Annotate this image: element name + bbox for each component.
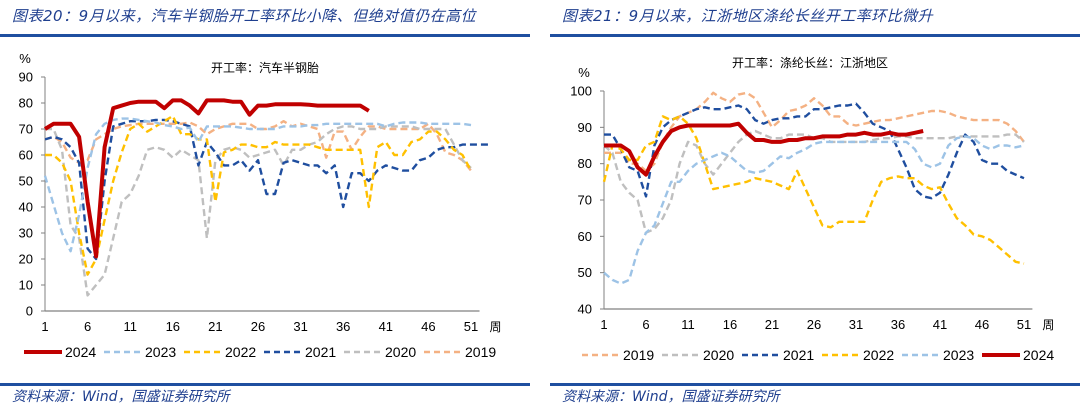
x-tick-label: 46: [975, 317, 989, 332]
legend-label: 2022: [225, 344, 256, 360]
x-tick-label: 1: [41, 319, 48, 334]
legend-label: 2024: [65, 344, 96, 360]
legend-item-2021: 2021: [264, 344, 336, 360]
x-tick-label: 26: [251, 319, 265, 334]
legend-item-2019: 2019: [582, 347, 654, 363]
x-tick-label: 21: [765, 317, 779, 332]
x-tick-label: 6: [642, 317, 649, 332]
y-tick-label: 50: [578, 265, 592, 280]
right-bottom-rule: [550, 383, 1080, 386]
x-tick-label: 31: [293, 319, 307, 334]
legend-item-2021: 2021: [742, 347, 814, 363]
right-top-rule: [550, 34, 1080, 37]
y-tick-label: 40: [578, 302, 592, 317]
legend-item-2022: 2022: [184, 344, 256, 360]
x-tick-label: 1: [600, 317, 607, 332]
series-line-2022: [45, 114, 473, 276]
y-tick-label: 0: [26, 304, 33, 319]
series-line-2023: [43, 117, 472, 253]
x-tick-label: 26: [807, 317, 821, 332]
series-line-2021: [44, 118, 488, 261]
right-chart-title: 图表21：9月以来，江浙地区涤纶长丝开工率环比微升: [562, 7, 934, 25]
legend-label: 2021: [305, 344, 336, 360]
y-tick-label: 90: [19, 70, 33, 85]
series-line-2024: [43, 98, 370, 259]
x-tick-label: 31: [849, 317, 863, 332]
y-axis-unit-label: %: [578, 65, 590, 80]
x-tick-label: 21: [208, 319, 222, 334]
y-axis-unit-label: %: [19, 51, 31, 66]
right-chart-panel: 图表21：9月以来，江浙地区涤纶长丝开工率环比微升 40 50 60 70 80 90 10…: [550, 0, 1080, 410]
legend-item-2023: 2023: [902, 347, 974, 363]
series-line-2019: [604, 91, 1025, 173]
y-tick-label: 20: [19, 252, 33, 267]
y-tick-label: 90: [578, 120, 592, 135]
x-tick-label: 16: [723, 317, 737, 332]
legend-label: 2019: [465, 344, 496, 360]
left-chart-panel: 图表20：9月以来，汽车半钢胎开工率环比小降、但绝对值仍在高位 0 10 20 30 4…: [0, 0, 530, 410]
legend-label: 2019: [623, 347, 654, 363]
chart-subtitle: 开工率：涤纶长丝：江浙地区: [732, 55, 888, 70]
legend-label: 2020: [385, 344, 416, 360]
legend-label: 2020: [703, 347, 734, 363]
x-tick-label: 36: [336, 319, 350, 334]
y-tick-label: 30: [19, 226, 33, 241]
legend-label: 2022: [863, 347, 894, 363]
x-tick-label: 11: [123, 319, 137, 334]
legend-item-2019: 2019: [424, 344, 496, 360]
series-line-2019: [44, 119, 472, 172]
y-tick-label: 60: [578, 229, 592, 244]
right-source-note: 资料来源：Wind，国盛证券研究所: [562, 389, 780, 405]
x-tick-label: 41: [933, 317, 947, 332]
x-axis-unit-label: 周: [1042, 318, 1054, 332]
y-tick-label: 50: [19, 174, 33, 189]
x-tick-label: 6: [84, 319, 91, 334]
legend-item-2023: 2023: [104, 344, 176, 360]
series-line-2022: [602, 115, 1025, 265]
y-tick-label: 80: [19, 96, 33, 111]
left-source-note: 资料来源：Wind，国盛证券研究所: [12, 389, 230, 405]
left-top-rule: [0, 34, 530, 37]
legend-item-2020: 2020: [662, 347, 734, 363]
x-tick-label: 51: [464, 319, 478, 334]
x-tick-label: 51: [1017, 317, 1031, 332]
series-line-2024: [604, 121, 924, 177]
x-tick-label: 46: [421, 319, 435, 334]
legend-item-2024: 2024: [982, 347, 1054, 363]
legend-item-2022: 2022: [822, 347, 894, 363]
legend-label: 2023: [145, 344, 176, 360]
y-tick-label: 40: [19, 200, 33, 215]
chart-subtitle: 开工率：汽车半钢胎: [211, 60, 319, 75]
y-tick-label: 80: [578, 156, 592, 171]
y-tick-label: 70: [19, 122, 33, 137]
left-chart-title: 图表20：9月以来，汽车半钢胎开工率环比小降、但绝对值仍在高位: [12, 7, 477, 25]
x-tick-label: 16: [166, 319, 180, 334]
y-tick-label: 100: [570, 84, 592, 99]
left-bottom-rule: [0, 383, 530, 386]
x-tick-label: 36: [891, 317, 905, 332]
x-axis-unit-label: 周: [490, 320, 502, 334]
x-tick-label: 41: [379, 319, 393, 334]
legend-label: 2021: [783, 347, 814, 363]
y-tick-label: 10: [19, 278, 33, 293]
legend-item-2020: 2020: [344, 344, 416, 360]
legend-label: 2023: [943, 347, 974, 363]
legend-label: 2024: [1023, 347, 1054, 363]
y-tick-label: 70: [578, 193, 592, 208]
x-tick-label: 11: [681, 317, 695, 332]
legend-item-2024: 2024: [24, 344, 96, 360]
series-line-2020: [45, 125, 472, 297]
y-tick-label: 60: [19, 148, 33, 163]
